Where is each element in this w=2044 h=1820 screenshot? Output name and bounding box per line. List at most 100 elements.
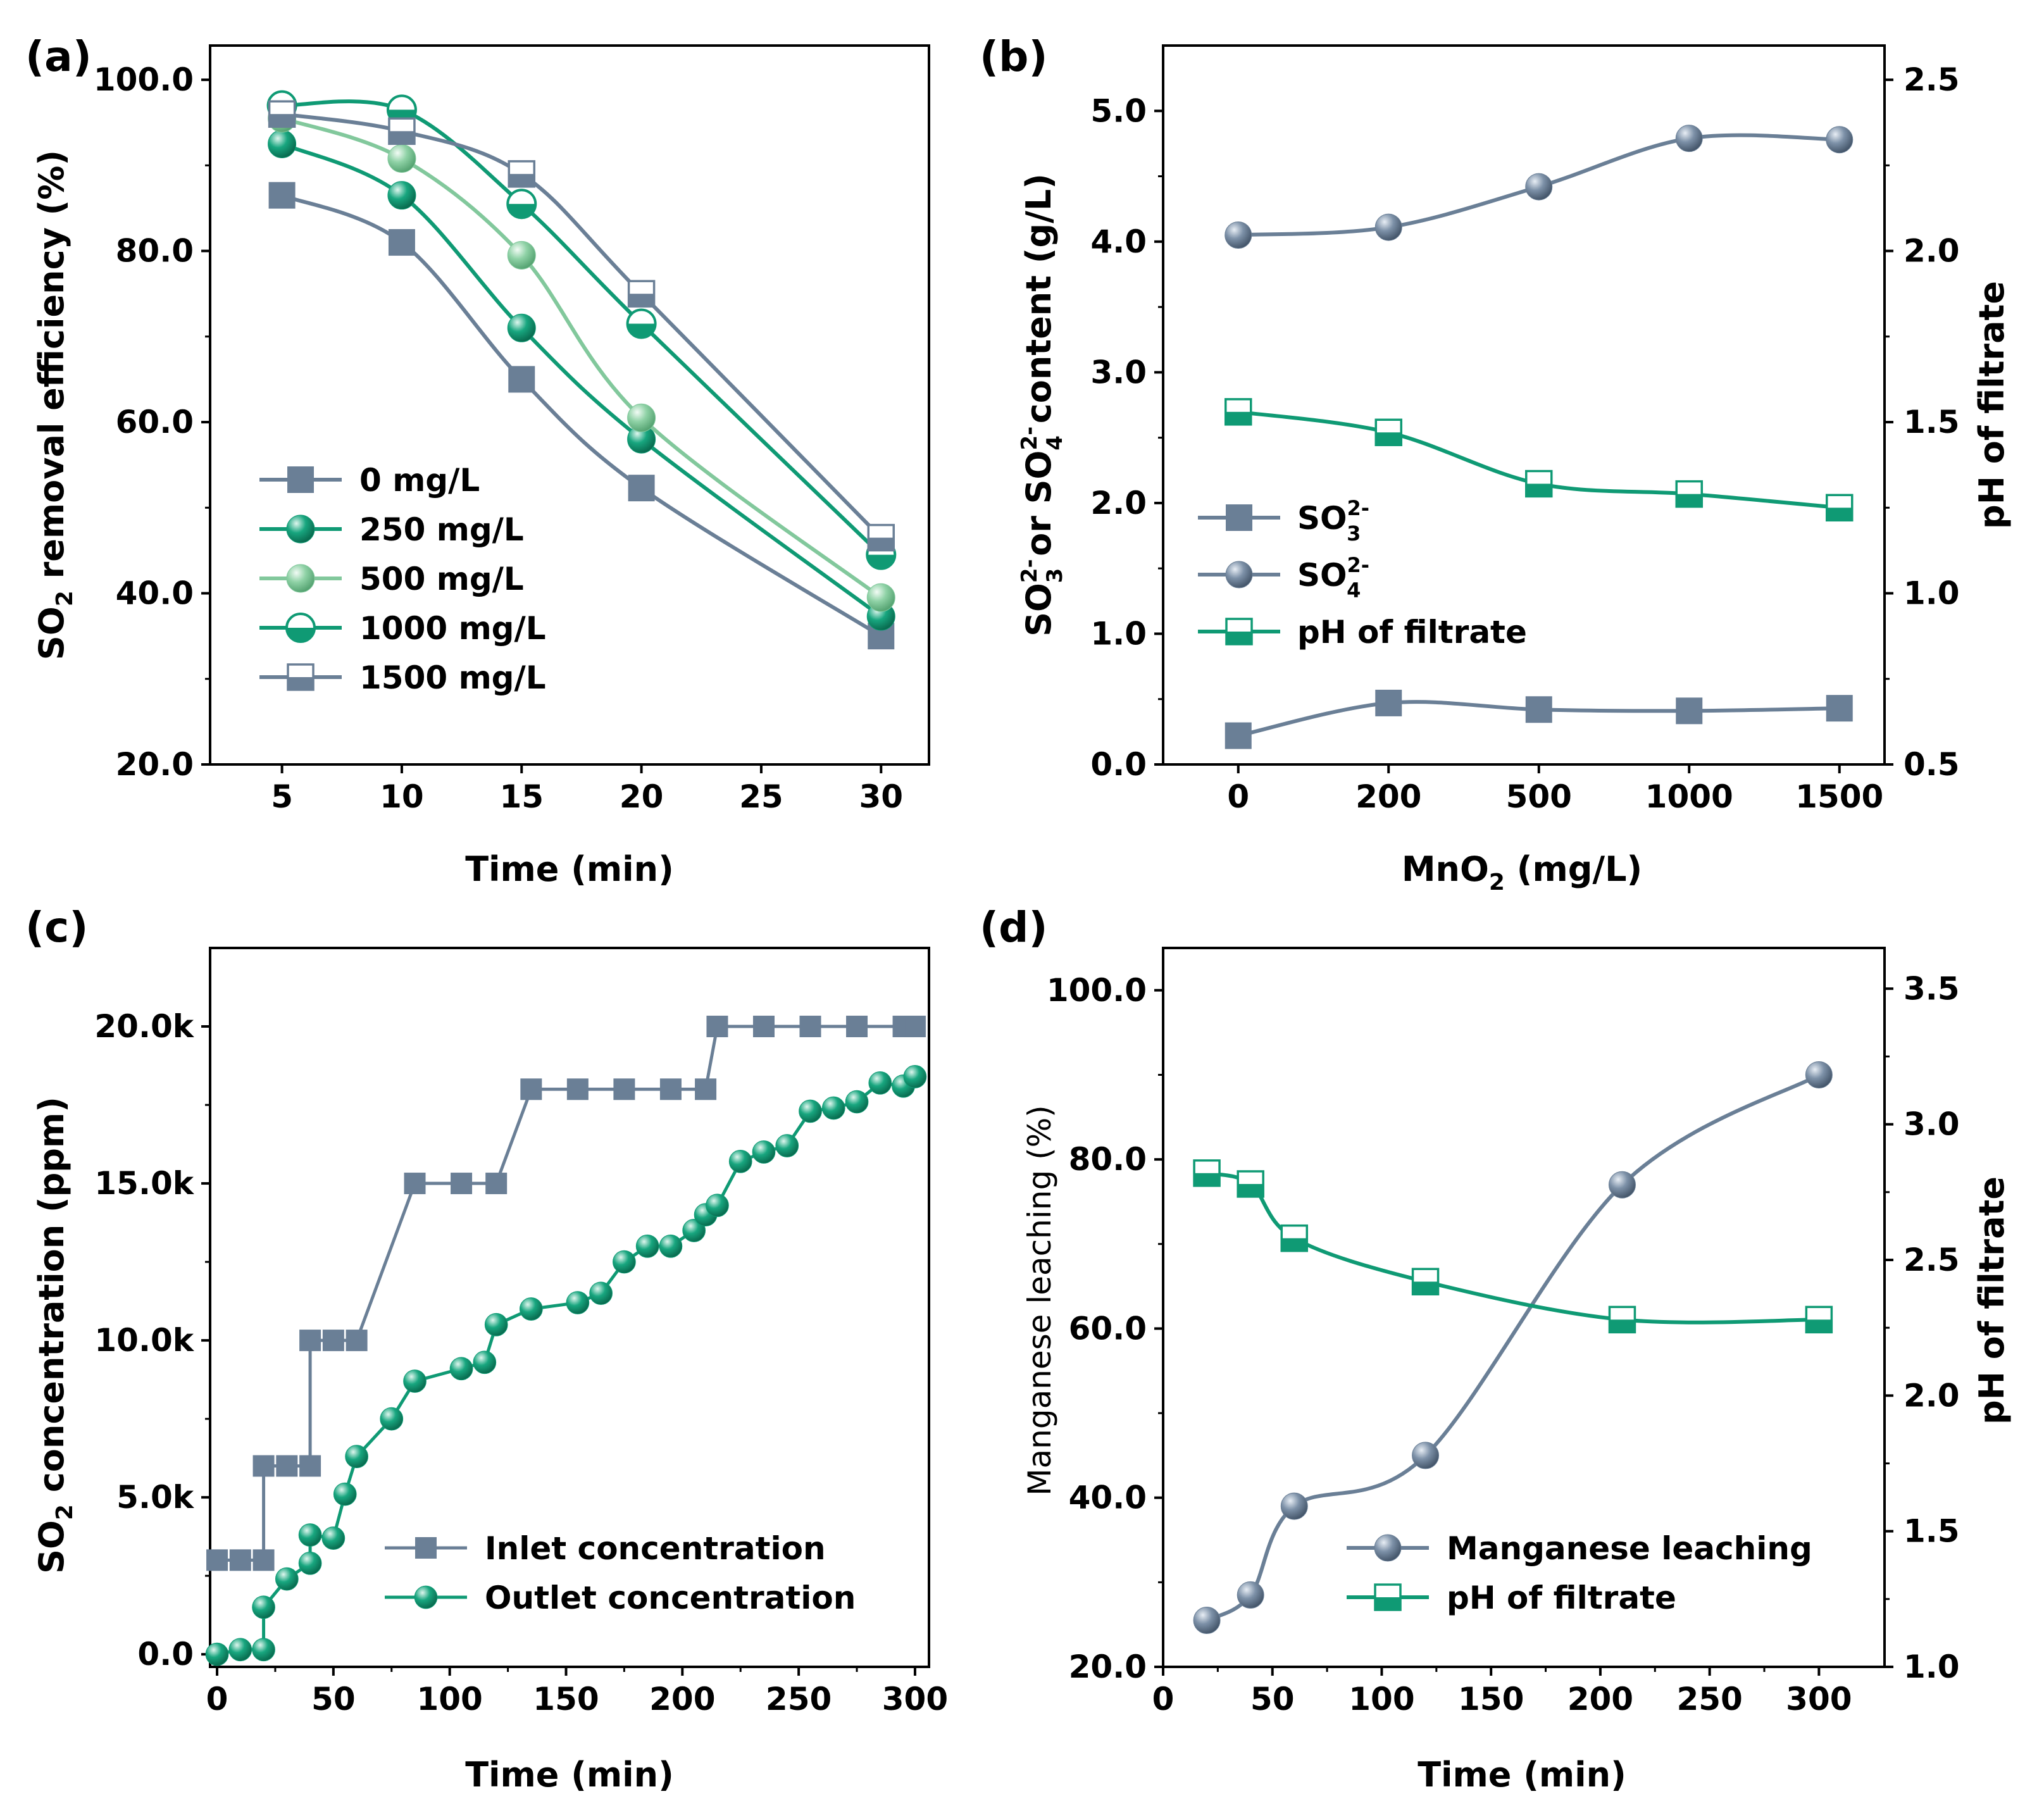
data-point (252, 1549, 275, 1571)
series-0 (1193, 1061, 1833, 1634)
y-tick-label: 100.0 (1047, 972, 1147, 1009)
data-point (613, 1078, 635, 1100)
series-line (281, 116, 883, 599)
x-tick-label: 300 (1786, 1681, 1852, 1717)
series-line (281, 142, 883, 618)
x-tick-label: 250 (1676, 1681, 1742, 1717)
data-point (706, 1016, 728, 1038)
x-tick-label: 0 (1152, 1681, 1175, 1717)
panel-label: (a) (25, 32, 92, 81)
y-tick-label: 5.0 (1090, 92, 1147, 129)
data-point (451, 1173, 473, 1195)
data-point (866, 583, 895, 612)
text-part: MnO (1402, 849, 1489, 889)
series-line (216, 1075, 916, 1656)
legend-label: pH of filtrate (1297, 614, 1527, 651)
y-tick-label: 80.0 (116, 233, 194, 270)
text-part: 4 (1042, 435, 1068, 451)
legend-label-sub: 3 (1347, 521, 1361, 545)
data-point (1280, 1224, 1309, 1252)
data-point (1826, 695, 1853, 722)
data-point (388, 229, 415, 256)
marker-fill (1806, 1319, 1832, 1333)
series-4 (268, 100, 895, 552)
data-point (868, 1071, 892, 1095)
data-point (1225, 398, 1252, 426)
data-point (506, 189, 537, 220)
marker-fill (1226, 632, 1252, 644)
data-point (752, 1016, 775, 1038)
series-1 (205, 1065, 927, 1666)
series-1 (1193, 1159, 1833, 1334)
marker-fill (1194, 1173, 1220, 1186)
x-axis-title: Time (min) (1418, 1755, 1626, 1795)
y-right-tick-label: 2.5 (1904, 1242, 1960, 1278)
y-tick-label: 40.0 (1069, 1480, 1147, 1516)
y-tick-label: 0.0 (1090, 746, 1147, 783)
marker-fill (1826, 508, 1852, 521)
marker-fill (288, 677, 313, 690)
data-point (659, 1234, 683, 1258)
y-tick-label: 15.0k (94, 1165, 194, 1202)
data-point (1375, 689, 1402, 716)
y-tick-label: 20.0k (94, 1008, 194, 1045)
legend-label: 0 mg/L (359, 462, 480, 499)
legend-marker (414, 1585, 438, 1609)
legend: Manganese leaching pH of filtrate (1347, 1530, 1812, 1616)
plot-frame (1162, 947, 1886, 1668)
x-axis-title: MnO2 (mg/L) (1402, 849, 1642, 895)
y-right-tick-label: 2.0 (1904, 1377, 1960, 1414)
data-point (1805, 1306, 1833, 1334)
data-point (386, 94, 417, 125)
legend-label: Inlet concentration (485, 1530, 826, 1567)
series-0 (268, 182, 895, 650)
data-point (627, 403, 656, 432)
series-0 (206, 1016, 926, 1571)
legend-marker (1374, 1583, 1402, 1611)
data-point (1608, 1171, 1636, 1199)
data-point (1193, 1606, 1221, 1634)
data-point (252, 1595, 275, 1619)
marker-fill (1526, 483, 1552, 497)
x-tick-label: 100 (416, 1681, 482, 1717)
series-3 (266, 90, 897, 570)
data-point (627, 280, 656, 308)
legend-label: SO2-3 (1297, 496, 1369, 545)
marker-fill (1676, 494, 1702, 507)
data-point (333, 1482, 357, 1506)
legend-label: 250 mg/L (359, 511, 524, 548)
y-right-tick-label: 1.0 (1904, 575, 1960, 612)
data-point (252, 1455, 275, 1477)
data-point (1237, 1170, 1264, 1198)
data-point (299, 1330, 321, 1352)
marker-fill (1225, 411, 1251, 425)
data-point (566, 1078, 589, 1100)
legend-label-base: SO (1297, 500, 1347, 537)
y-axis-title-right: pH of filtrate (1972, 1176, 2012, 1424)
x-tick-label: 20 (620, 778, 664, 815)
data-point (1374, 418, 1402, 447)
data-point (1525, 696, 1552, 723)
data-point (298, 1523, 322, 1547)
marker-fill (1238, 1183, 1264, 1197)
y-tick-label: 0.0 (137, 1636, 194, 1673)
x-tick-label: 15 (499, 778, 544, 815)
data-point (252, 1638, 275, 1662)
series-line (282, 112, 883, 539)
x-tick-label: 200 (1567, 1681, 1633, 1717)
y-right-tick-label: 3.5 (1904, 970, 1960, 1007)
text-part: (mg/L) (1505, 849, 1642, 889)
data-point (322, 1330, 344, 1352)
data-point (268, 130, 297, 159)
legend-label: Outlet concentration (485, 1580, 856, 1616)
marker-fill (269, 114, 295, 127)
data-point (519, 1297, 543, 1321)
data-point (206, 1549, 228, 1571)
legend-label: 1500 mg/L (359, 659, 546, 696)
x-tick-label: 5 (271, 778, 293, 815)
data-point (682, 1219, 706, 1242)
x-tick-label: 300 (882, 1681, 948, 1717)
panel-b: (b) 0 200 500 1000 1500 0.0 1.0 2.0 3.0 4.0 5.0 0.5 1… (980, 32, 2012, 895)
